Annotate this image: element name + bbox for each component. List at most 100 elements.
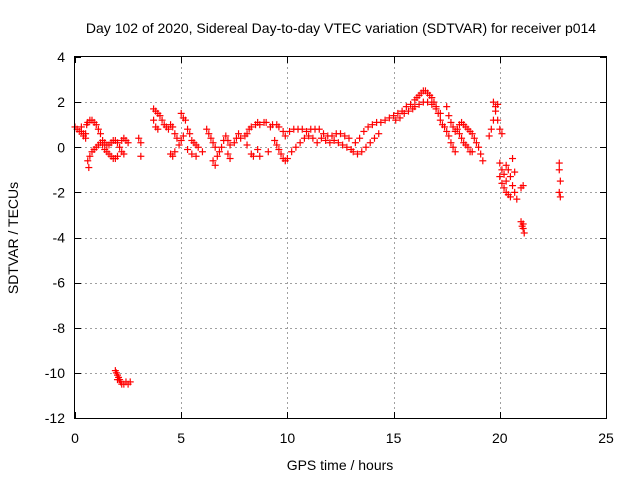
grid-lines — [75, 57, 606, 418]
data-point — [364, 123, 372, 131]
data-point — [343, 143, 351, 151]
data-point — [511, 168, 519, 176]
data-point — [443, 127, 451, 135]
data-point — [177, 136, 185, 144]
x-tick-label: 10 — [280, 430, 296, 446]
data-point — [209, 139, 217, 147]
data-point — [441, 123, 449, 131]
data-point — [392, 116, 400, 124]
data-point — [556, 193, 564, 201]
data-point — [150, 116, 158, 124]
data-point — [415, 100, 423, 108]
data-point — [171, 130, 179, 138]
data-point — [485, 132, 493, 140]
data-point — [113, 376, 121, 384]
y-tick-label: 2 — [57, 94, 65, 110]
data-point — [198, 148, 206, 156]
data-point — [243, 141, 251, 149]
data-point — [390, 112, 398, 120]
data-point — [407, 100, 415, 108]
x-tick-label: 0 — [71, 430, 79, 446]
data-point — [358, 148, 366, 156]
data-point — [296, 139, 304, 147]
data-point — [181, 116, 189, 124]
data-point — [496, 159, 504, 167]
chart-title: Day 102 of 2020, Sidereal Day-to-day VTE… — [86, 20, 596, 36]
data-point — [509, 155, 517, 163]
data-point — [449, 123, 457, 131]
y-axis-label: SDTVAR / TECUs — [5, 182, 21, 294]
data-point — [322, 136, 330, 144]
data-point — [120, 150, 128, 158]
data-points — [71, 87, 564, 388]
data-point — [436, 109, 444, 117]
data-point — [445, 112, 453, 120]
data-point — [113, 139, 121, 147]
x-axis-label: GPS time / hours — [287, 457, 394, 473]
data-point — [273, 141, 281, 149]
data-point — [188, 150, 196, 158]
data-point — [436, 116, 444, 124]
data-point — [337, 130, 344, 138]
data-point — [519, 182, 527, 190]
data-point — [464, 143, 472, 151]
plot-frame — [74, 56, 607, 419]
data-point — [487, 125, 495, 133]
data-point — [468, 148, 476, 156]
data-point — [116, 143, 124, 151]
data-point — [496, 125, 504, 133]
data-point — [235, 130, 243, 138]
data-point — [555, 159, 563, 167]
data-point — [203, 125, 211, 133]
data-point — [82, 134, 90, 142]
data-point — [394, 109, 402, 117]
data-point — [84, 157, 92, 165]
data-point — [292, 143, 300, 151]
data-point — [237, 134, 245, 142]
data-point — [249, 152, 257, 160]
data-point — [230, 139, 238, 147]
data-point — [175, 141, 183, 149]
data-point — [489, 98, 497, 106]
data-point — [309, 134, 317, 142]
data-point — [298, 125, 306, 133]
y-tick-label: -4 — [53, 230, 66, 246]
data-point — [366, 139, 374, 147]
data-point — [432, 105, 440, 113]
data-point — [479, 157, 487, 165]
data-point — [424, 98, 432, 106]
data-point — [458, 134, 466, 142]
data-point — [506, 173, 514, 181]
data-point — [137, 139, 145, 147]
data-point — [315, 125, 323, 133]
data-point — [472, 139, 480, 147]
data-point — [224, 136, 232, 144]
data-point — [428, 94, 436, 102]
data-point — [222, 132, 230, 140]
data-point — [211, 143, 219, 151]
data-point — [513, 195, 521, 203]
data-point — [137, 152, 145, 160]
data-point — [504, 166, 512, 174]
data-point — [445, 132, 453, 140]
data-point — [211, 161, 219, 169]
data-point — [502, 177, 510, 185]
data-point — [177, 109, 185, 117]
data-point — [164, 125, 172, 133]
data-point — [288, 148, 296, 156]
data-point — [411, 103, 419, 111]
data-point — [313, 139, 321, 147]
data-point — [555, 188, 563, 196]
data-point — [262, 118, 270, 126]
data-point — [207, 134, 215, 142]
data-point — [218, 143, 226, 151]
data-point — [135, 134, 143, 142]
data-point — [468, 130, 476, 138]
data-point — [209, 157, 217, 165]
data-point — [283, 155, 291, 163]
data-point — [500, 184, 508, 192]
data-point — [317, 134, 325, 142]
data-point — [449, 143, 457, 151]
data-point — [377, 118, 385, 126]
